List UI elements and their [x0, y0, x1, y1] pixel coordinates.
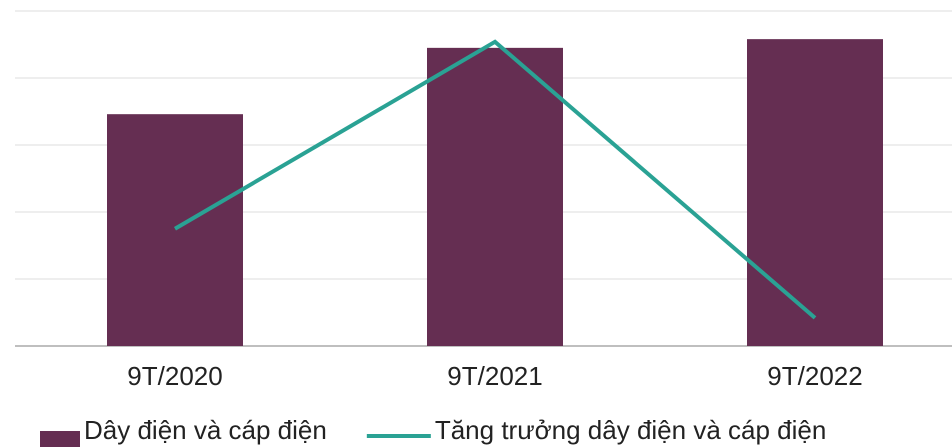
x-tick-label: 9T/2020	[127, 361, 222, 391]
x-tick-label: 9T/2021	[447, 361, 542, 391]
x-tick-label: 9T/2022	[767, 361, 862, 391]
legend-swatch	[40, 431, 80, 447]
line	[173, 39, 817, 320]
bar	[427, 47, 563, 346]
legend-label: Tăng trưởng dây điện và cáp điện	[435, 415, 826, 445]
bar	[747, 39, 883, 346]
legend-label: Dây điện và cáp điện	[84, 415, 327, 445]
bar	[107, 114, 243, 347]
